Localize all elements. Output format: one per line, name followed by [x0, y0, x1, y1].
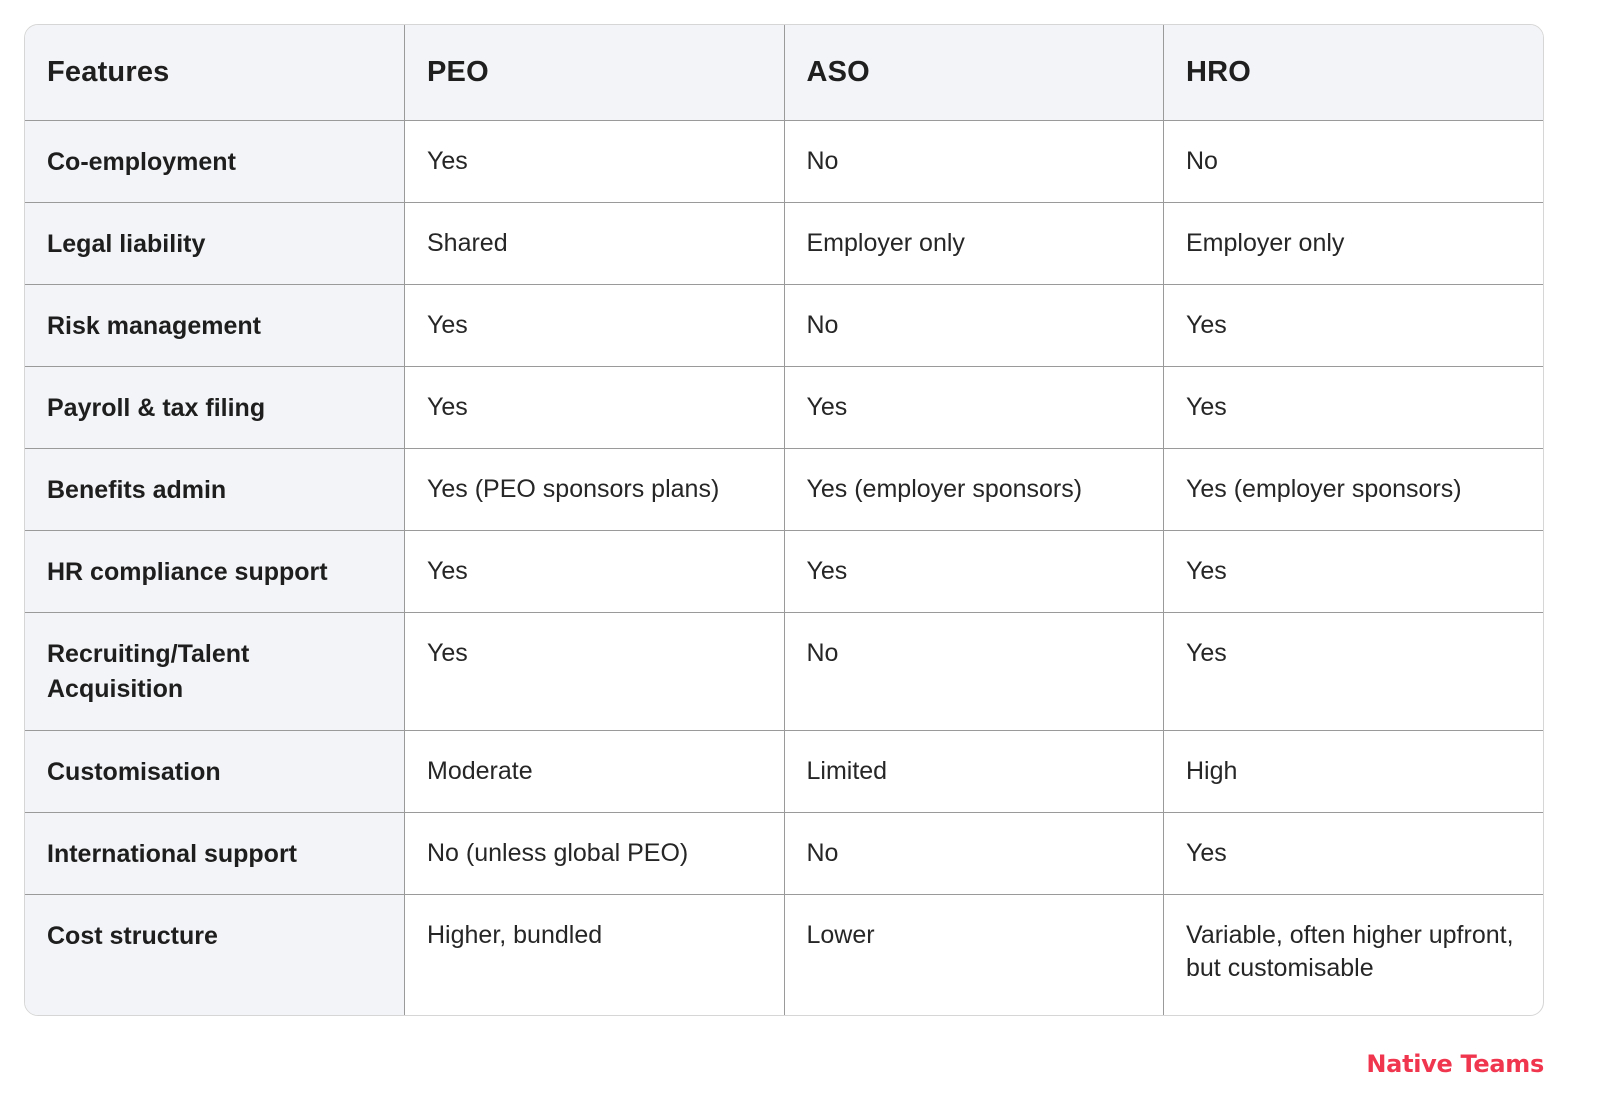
- peo-cell: Higher, bundled: [404, 894, 785, 1015]
- feature-cell: Payroll & tax filing: [25, 366, 405, 449]
- table-row: Risk management Yes No Yes: [25, 284, 1543, 367]
- hro-cell: Yes: [1163, 284, 1543, 367]
- feature-cell: Co-employment: [25, 120, 405, 203]
- table-row: Payroll & tax filing Yes Yes Yes: [25, 366, 1543, 449]
- peo-cell: Yes: [404, 366, 785, 449]
- peo-cell: Yes: [404, 530, 785, 613]
- table-header: Features PEO ASO HRO: [25, 25, 1543, 121]
- hro-cell: Yes: [1163, 366, 1543, 449]
- aso-cell: Lower: [784, 894, 1164, 1015]
- peo-cell: Yes: [404, 120, 785, 203]
- hro-cell: Yes: [1163, 612, 1543, 731]
- hro-cell: Variable, often higher upfront, but cust…: [1186, 920, 1514, 982]
- feature-cell: HR compliance support: [25, 530, 405, 613]
- peo-cell: Shared: [404, 202, 785, 285]
- aso-cell: No: [784, 812, 1164, 895]
- header-features: Features: [25, 25, 405, 121]
- peo-cell: Yes: [404, 284, 785, 367]
- hro-cell: Yes (employer sponsors): [1163, 448, 1543, 531]
- feature-cell: Customisation: [25, 730, 405, 813]
- native-teams-logo: Native Teams: [1366, 1050, 1544, 1078]
- aso-cell: Yes: [784, 366, 1164, 449]
- aso-cell: Limited: [784, 730, 1164, 813]
- header-peo: PEO: [404, 25, 785, 121]
- aso-cell: Yes (employer sponsors): [784, 448, 1164, 531]
- table-row: Legal liability Shared Employer only Emp…: [25, 202, 1543, 285]
- hro-cell: Employer only: [1163, 202, 1543, 285]
- aso-cell: Yes: [784, 530, 1164, 613]
- table-row: International support No (unless global …: [25, 812, 1543, 895]
- comparison-table: Features PEO ASO HRO Co-employment Yes N…: [25, 25, 1543, 1015]
- table-row: Customisation Moderate Limited High: [25, 730, 1543, 813]
- feature-cell: Risk management: [25, 284, 405, 367]
- hro-cell: No: [1163, 120, 1543, 203]
- comparison-table-container: Features PEO ASO HRO Co-employment Yes N…: [24, 24, 1544, 1016]
- table-row: Co-employment Yes No No: [25, 120, 1543, 203]
- feature-cell: Recruiting/Talent Acquisition: [25, 612, 405, 731]
- peo-cell: Moderate: [404, 730, 785, 813]
- feature-cell: Benefits admin: [25, 448, 405, 531]
- aso-cell: No: [784, 612, 1164, 731]
- peo-cell: No (unless global PEO): [404, 812, 785, 895]
- table-body: Co-employment Yes No No Legal liability …: [25, 120, 1543, 1015]
- header-aso: ASO: [784, 25, 1164, 121]
- feature-cell: Legal liability: [25, 202, 405, 285]
- feature-cell: Cost structure: [25, 894, 405, 1015]
- hro-cell: Yes: [1163, 530, 1543, 613]
- feature-cell: International support: [25, 812, 405, 895]
- hro-cell: High: [1163, 730, 1543, 813]
- table-row: Cost structure Higher, bundled Lower Var…: [25, 894, 1543, 1015]
- aso-cell: No: [784, 120, 1164, 203]
- table-row: Benefits admin Yes (PEO sponsors plans) …: [25, 448, 1543, 531]
- header-hro: HRO: [1163, 25, 1543, 121]
- aso-cell: Employer only: [784, 202, 1164, 285]
- hro-cell: Yes: [1163, 812, 1543, 895]
- table-row: HR compliance support Yes Yes Yes: [25, 530, 1543, 613]
- header-row: Features PEO ASO HRO: [25, 25, 1543, 121]
- aso-cell: No: [784, 284, 1164, 367]
- peo-cell: Yes: [404, 612, 785, 731]
- peo-cell: Yes (PEO sponsors plans): [404, 448, 785, 531]
- table-row: Recruiting/Talent Acquisition Yes No Yes: [25, 612, 1543, 731]
